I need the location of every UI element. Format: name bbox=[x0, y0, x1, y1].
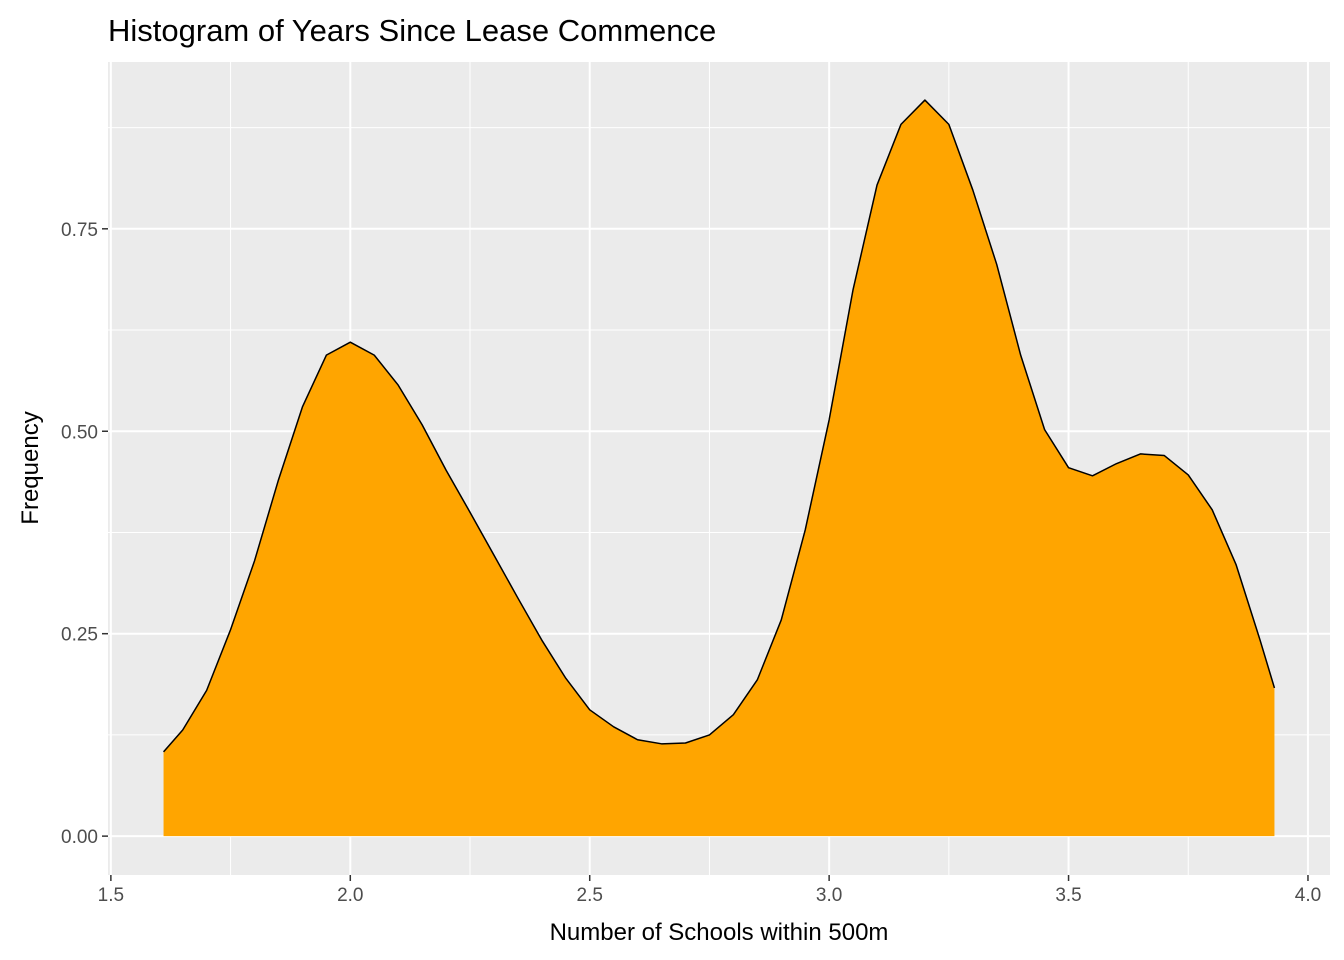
x-tick-label: 2.0 bbox=[337, 885, 363, 906]
y-axis-label: Frequency bbox=[17, 411, 44, 524]
x-tick-label: 3.5 bbox=[1055, 885, 1081, 906]
y-tick-label: 0.75 bbox=[61, 220, 98, 241]
x-tick-label: 1.5 bbox=[98, 885, 124, 906]
chart-title: Histogram of Years Since Lease Commence bbox=[108, 13, 716, 48]
x-tick-label: 4.0 bbox=[1295, 885, 1321, 906]
x-axis-label: Number of Schools within 500m bbox=[550, 919, 889, 946]
y-tick-label: 0.00 bbox=[61, 827, 98, 848]
y-tick-label: 0.25 bbox=[61, 625, 98, 646]
density-line bbox=[162, 99, 1276, 753]
x-tick-label: 2.5 bbox=[577, 885, 603, 906]
x-tick-label: 3.0 bbox=[816, 885, 842, 906]
y-tick-label: 0.50 bbox=[61, 422, 98, 443]
density-area bbox=[163, 100, 1275, 837]
